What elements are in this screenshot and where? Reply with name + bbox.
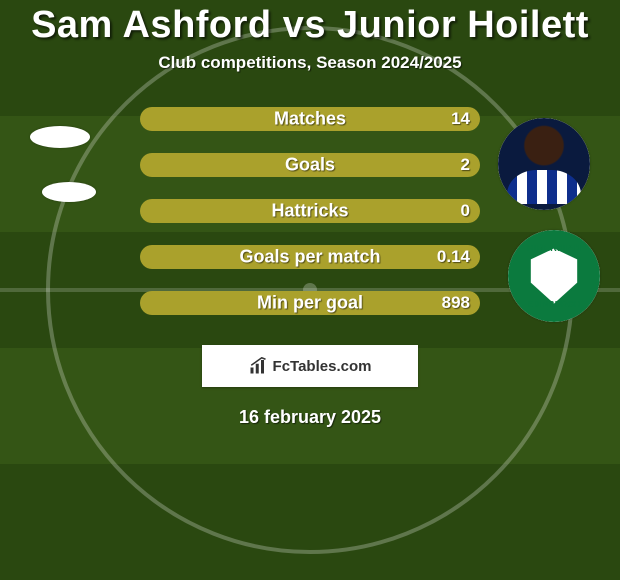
stat-row: Min per goal 898 bbox=[0, 291, 620, 315]
stat-bar-left bbox=[140, 153, 152, 177]
stat-value-right: 898 bbox=[442, 293, 470, 313]
stat-value-right: 0 bbox=[461, 201, 470, 221]
stat-label: Matches bbox=[274, 109, 346, 130]
date-text: 16 february 2025 bbox=[239, 407, 381, 428]
stat-row: Hattricks 0 bbox=[0, 199, 620, 223]
stat-value-right: 0.14 bbox=[437, 247, 470, 267]
stat-label: Goals per match bbox=[239, 247, 380, 268]
content: Sam Ashford vs Junior Hoilett Club compe… bbox=[0, 0, 620, 580]
stat-value-right: 14 bbox=[451, 109, 470, 129]
stat-bar-left bbox=[140, 291, 152, 315]
stat-row: Matches 14 bbox=[0, 107, 620, 131]
brand-text: FcTables.com bbox=[273, 358, 372, 375]
stats-list: Matches 14 Goals 2 Hattricks 0 Goals per match… bbox=[0, 107, 620, 337]
chart-icon bbox=[249, 357, 267, 375]
stat-label: Min per goal bbox=[257, 293, 363, 314]
stat-row: Goals per match 0.14 bbox=[0, 245, 620, 269]
page-subtitle: Club competitions, Season 2024/2025 bbox=[158, 53, 461, 73]
stat-value-right: 2 bbox=[461, 155, 470, 175]
stat-label: Goals bbox=[285, 155, 335, 176]
page-title: Sam Ashford vs Junior Hoilett bbox=[31, 4, 589, 47]
stat-bar-left bbox=[140, 245, 152, 269]
brand-footer: FcTables.com bbox=[202, 345, 418, 387]
stat-label: Hattricks bbox=[271, 201, 348, 222]
stat-row: Goals 2 bbox=[0, 153, 620, 177]
stat-bar-left bbox=[140, 107, 152, 131]
